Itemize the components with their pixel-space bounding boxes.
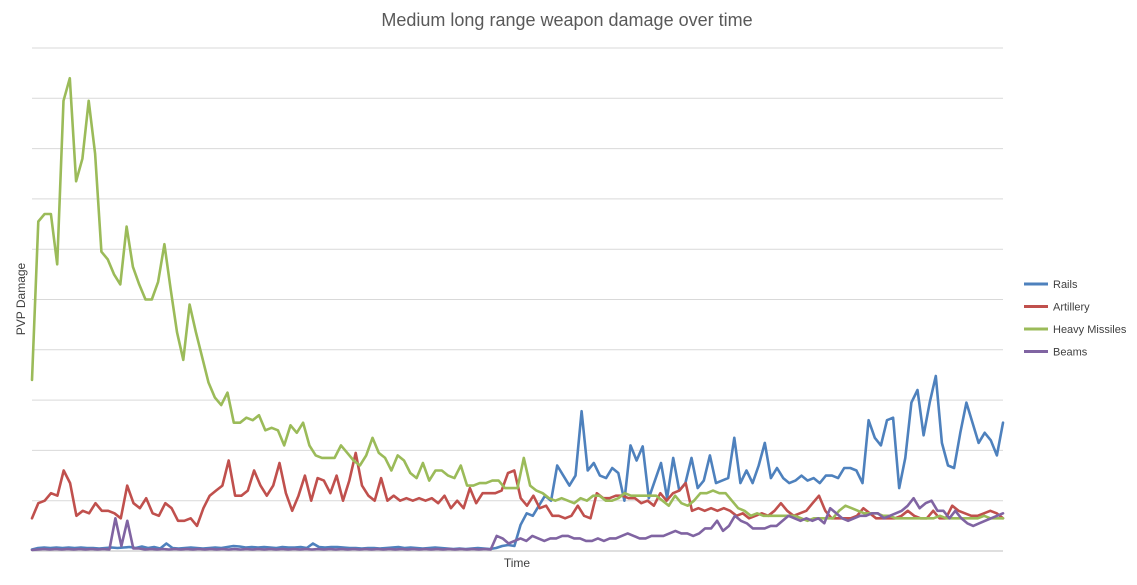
chart-title: Medium long range weapon damage over tim… bbox=[381, 10, 752, 30]
legend-label: Rails bbox=[1053, 279, 1078, 291]
legend-label: Heavy Missiles bbox=[1053, 324, 1127, 336]
series-line-rails bbox=[30, 374, 1005, 551]
legend-label: Artillery bbox=[1053, 302, 1090, 314]
series-line-heavy-missiles bbox=[30, 76, 1005, 523]
legend-label: Beams bbox=[1053, 347, 1088, 359]
gridlines bbox=[32, 47, 1003, 502]
y-axis-label: PVP Damage bbox=[14, 262, 28, 335]
series-line-beams bbox=[30, 496, 1005, 552]
x-axis-label: Time bbox=[504, 556, 531, 570]
legend: Rails Artillery Heavy Missiles Beams bbox=[1024, 279, 1127, 359]
series-layer bbox=[30, 76, 1005, 552]
series-line-artillery bbox=[30, 451, 1005, 528]
